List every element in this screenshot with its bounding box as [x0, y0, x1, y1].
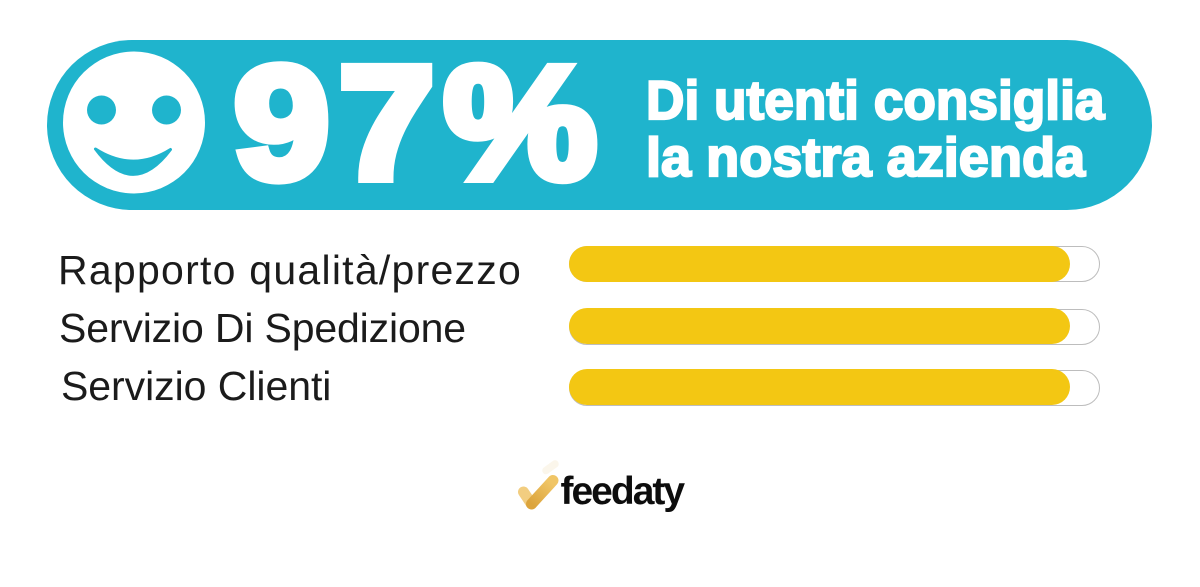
svg-text:feedaty: feedaty: [561, 470, 686, 513]
